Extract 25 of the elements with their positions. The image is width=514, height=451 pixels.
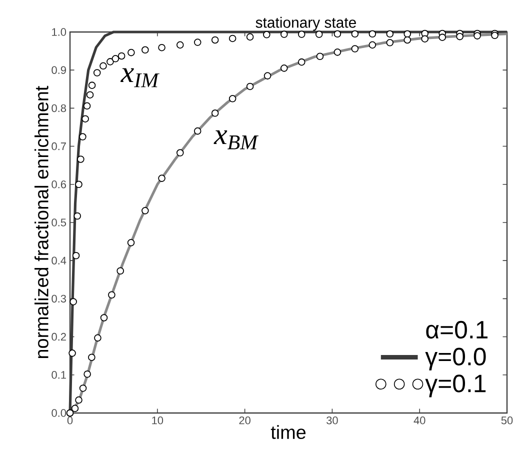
annotation: x$_{BM}$ bbox=[214, 130, 259, 150]
y-axis-title: normalized fractional enrichment bbox=[34, 86, 48, 358]
x-tick-label: 40 bbox=[414, 416, 426, 424]
legend-title: α=0.1 bbox=[426, 320, 488, 339]
x-axis-title: time bbox=[270, 425, 306, 440]
y-tick-label: 0.8 bbox=[52, 104, 66, 112]
x-tick-label: 30 bbox=[326, 416, 338, 424]
y-tick-label: 0.0 bbox=[52, 409, 66, 417]
y-tick-label: 0.9 bbox=[52, 66, 66, 74]
x-tick-label: 20 bbox=[239, 416, 250, 424]
x-tick-label: 0 bbox=[67, 416, 73, 424]
legend-label: γ=0.0 bbox=[425, 348, 486, 370]
annotation: x$_{IM}$ bbox=[120, 68, 160, 88]
y-tick-label: 0.5 bbox=[52, 218, 66, 226]
x-tick-label: 10 bbox=[152, 416, 164, 424]
y-tick-label: 0.6 bbox=[52, 180, 66, 188]
legend-label: γ=0.1 bbox=[425, 374, 486, 398]
x-tick-label: 50 bbox=[501, 416, 513, 424]
y-tick-label: 0.2 bbox=[52, 332, 66, 341]
y-tick-label: 1.0 bbox=[52, 28, 66, 36]
y-tick-label: 0.7 bbox=[52, 142, 66, 150]
y-tick-label: 0.3 bbox=[52, 294, 66, 303]
y-tick-label: 0.4 bbox=[52, 256, 66, 264]
annotation: stationary state bbox=[256, 16, 356, 31]
y-tick-label: 0.1 bbox=[52, 371, 66, 379]
